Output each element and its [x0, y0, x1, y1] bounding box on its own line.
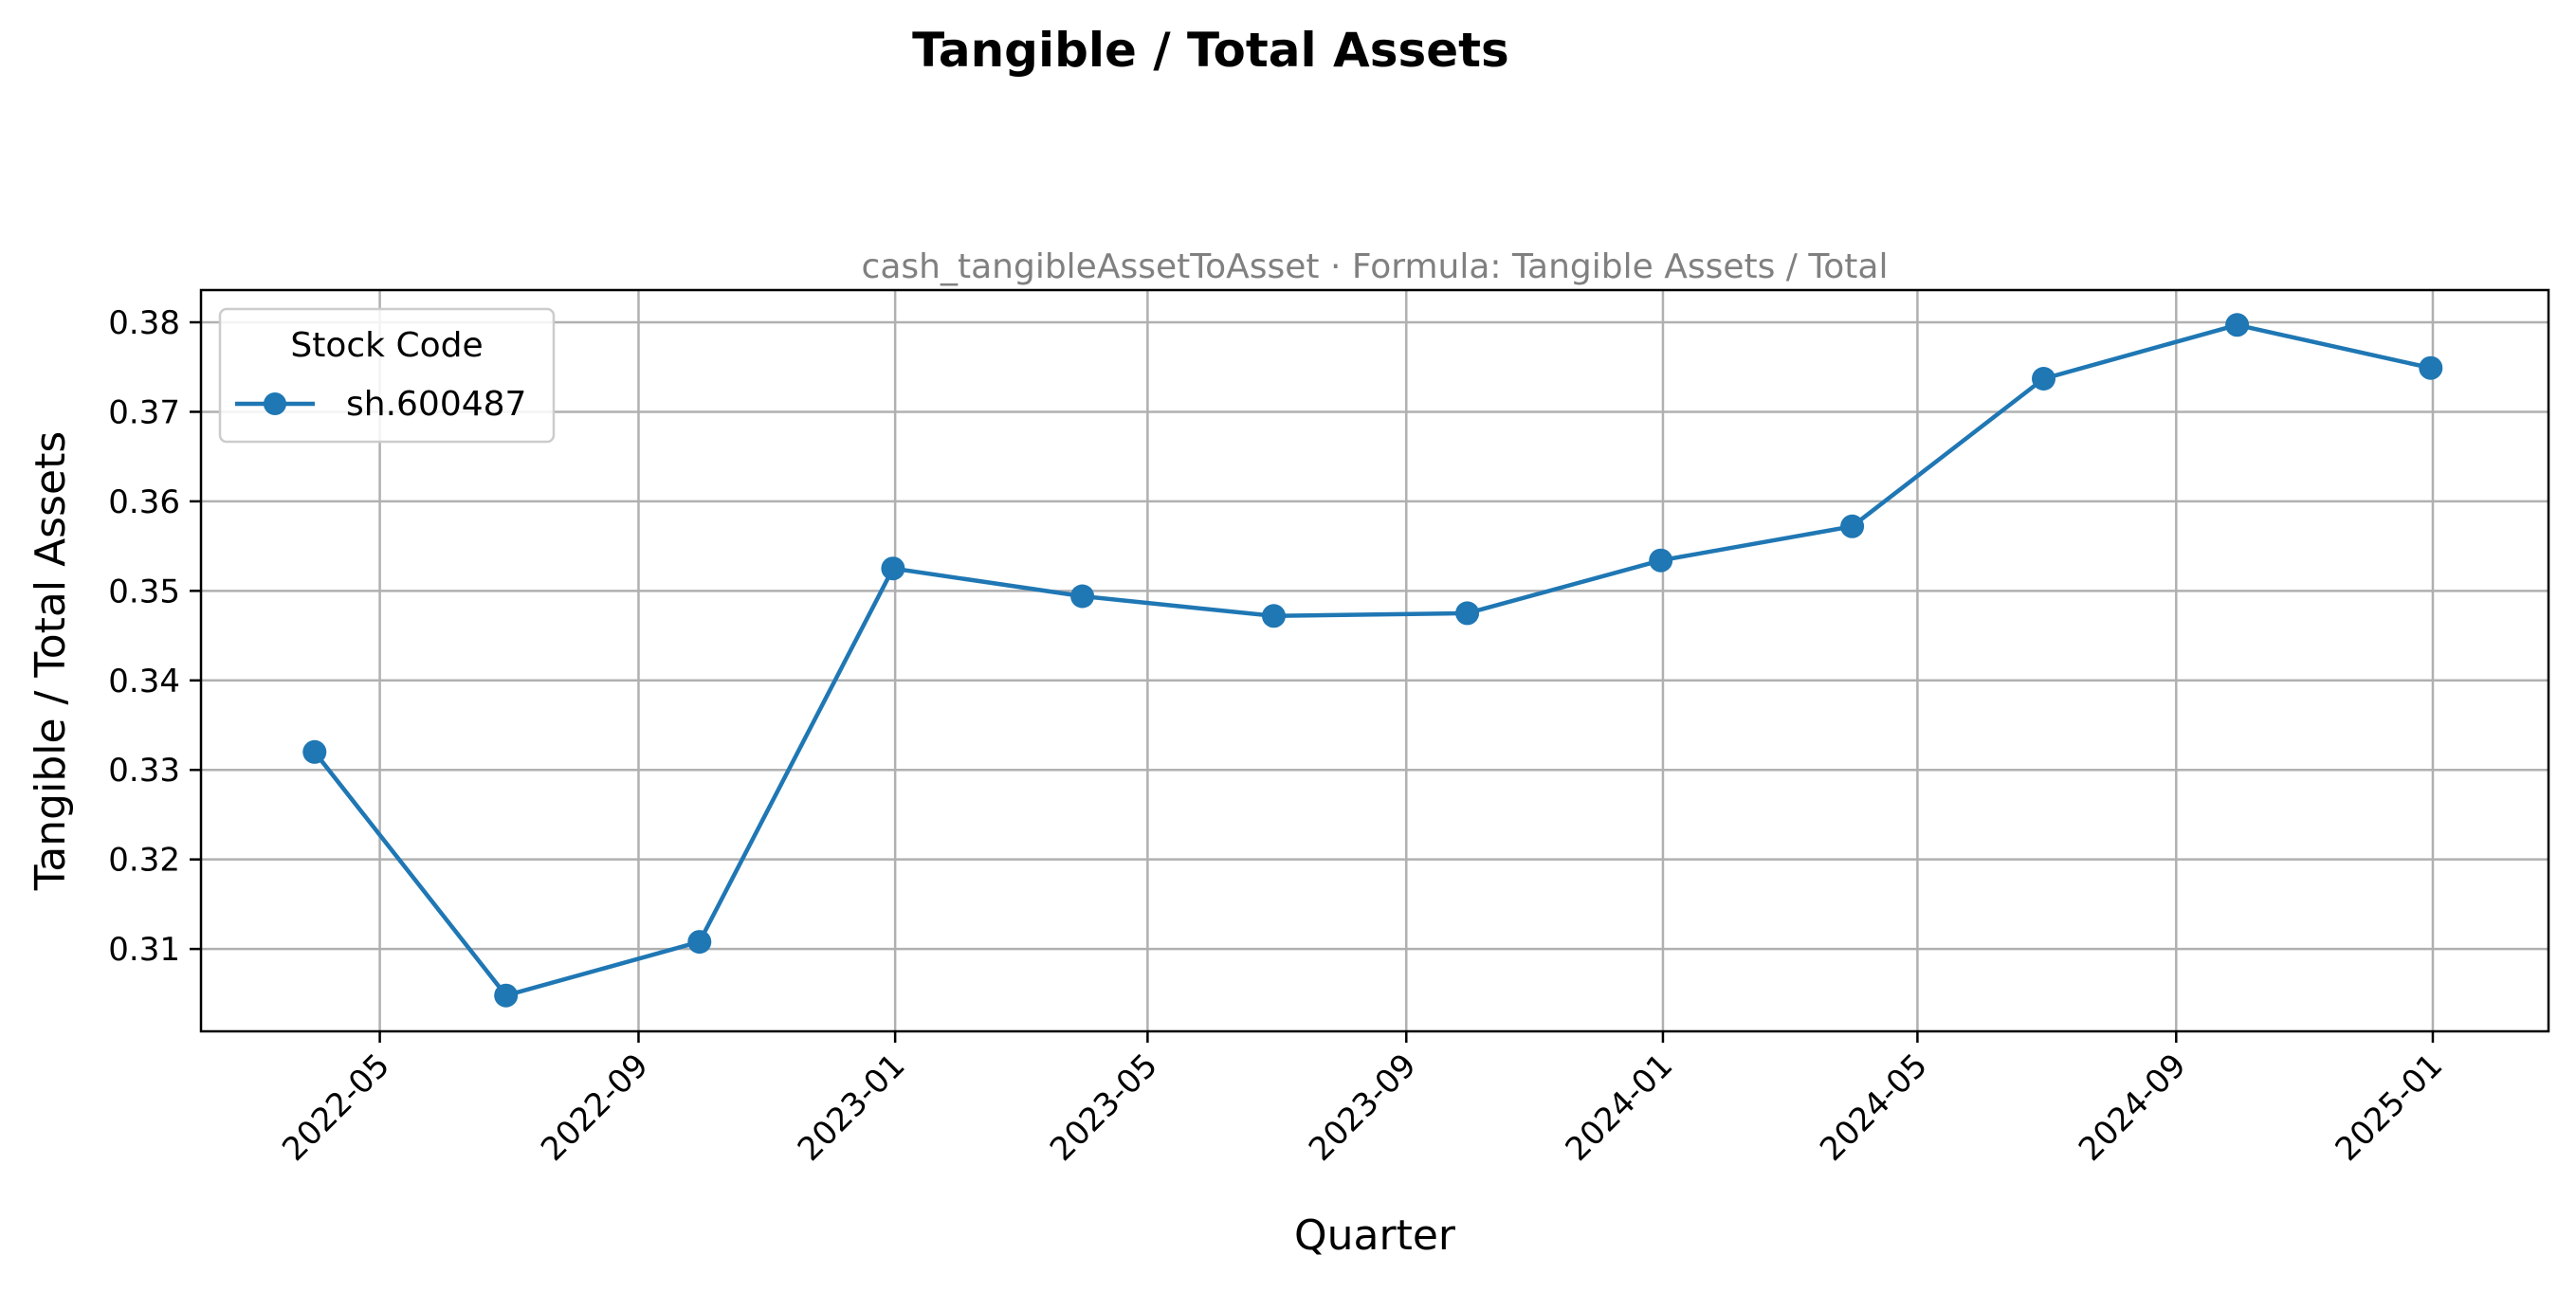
- y-tick-label: 0.36: [108, 483, 180, 521]
- y-gridlines: [201, 320, 2549, 951]
- data-point: [1262, 604, 1286, 628]
- data-point: [2032, 367, 2055, 391]
- data-point: [302, 739, 327, 764]
- data-point: [1455, 601, 1480, 626]
- legend-title: Stock Code: [290, 326, 483, 365]
- data-point: [2419, 355, 2443, 380]
- data-point: [1649, 548, 1673, 573]
- series-line-sh600487: [313, 322, 2432, 998]
- y-tick-label: 0.33: [108, 752, 180, 790]
- legend-marker-swatch: [264, 392, 286, 415]
- y-axis-label: Tangible / Total Assets: [27, 431, 75, 892]
- data-point: [1070, 584, 1095, 609]
- y-tick-label: 0.31: [108, 931, 180, 969]
- y-tick-label: 0.32: [108, 842, 180, 880]
- y-axis-ticks: 0.31 0.32 0.33 0.34 0.35 0.36 0.37 0.38: [108, 304, 201, 969]
- y-tick-label: 0.38: [108, 304, 180, 342]
- chart-subtitle: cash_tangibleAssetToAsset · Formula: Tan…: [862, 247, 1889, 286]
- y-tick-label: 0.37: [108, 393, 180, 431]
- legend-entry-label: sh.600487: [346, 385, 526, 424]
- y-tick-label: 0.34: [108, 663, 180, 701]
- y-tick-label: 0.35: [108, 573, 180, 610]
- data-point: [1840, 514, 1865, 538]
- chart-title: Tangible / Total Assets: [912, 23, 1509, 78]
- x-gridlines: [378, 290, 2435, 1031]
- data-point: [687, 930, 712, 955]
- series-points: [302, 313, 2443, 1008]
- data-point: [881, 556, 905, 581]
- legend: Stock Code sh.600487: [218, 307, 556, 444]
- data-point: [2225, 313, 2250, 337]
- legend-box: [218, 307, 556, 444]
- data-point: [494, 983, 519, 1008]
- plot-frame: [199, 288, 2550, 1033]
- x-axis-label: Quarter: [1294, 1211, 1456, 1260]
